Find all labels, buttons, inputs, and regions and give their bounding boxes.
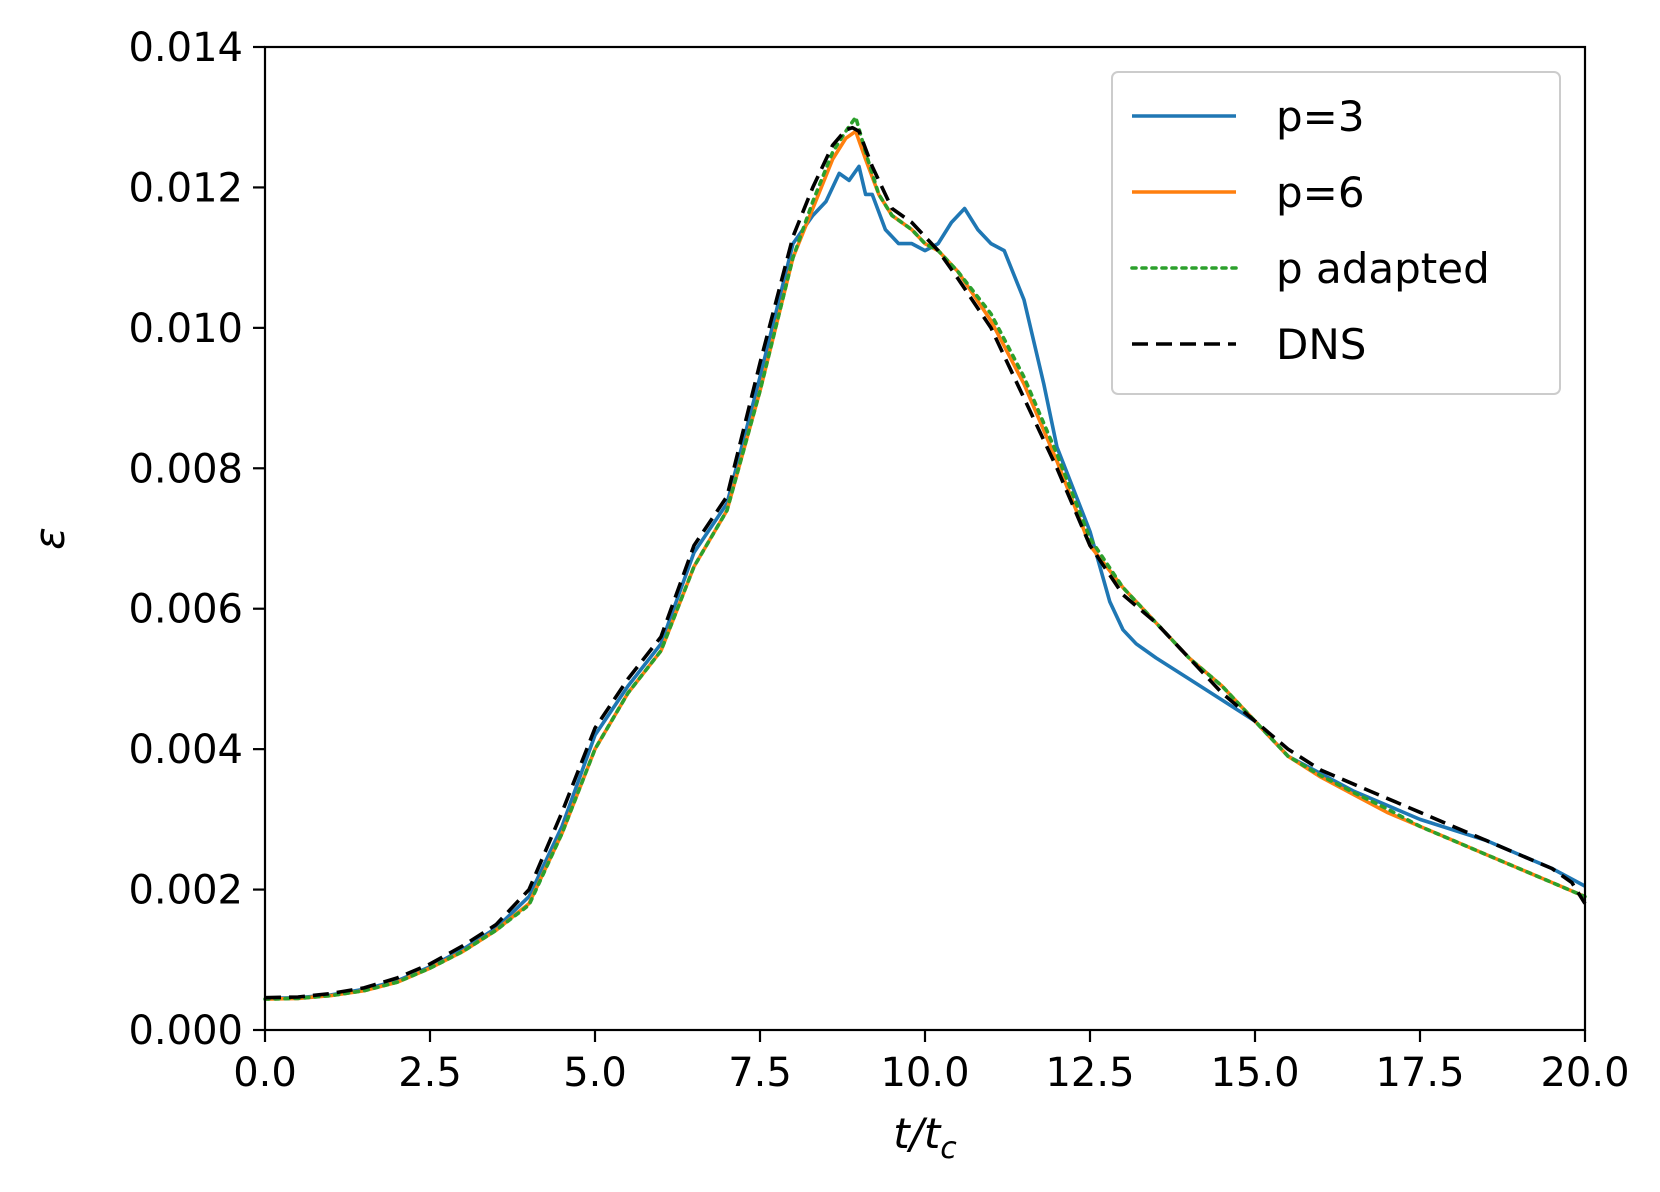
x-axis-label-main: t/t [893,1109,942,1158]
x-tick-label: 10.0 [880,1050,969,1096]
y-tick-label: 0.002 [128,868,243,914]
y-tick-label: 0.010 [128,306,243,352]
series-line-p-adapted [263,115,1587,1001]
legend-items: p=3 p=6 p adapted DNS [1130,92,1490,369]
legend-label: p adapted [1276,244,1490,293]
series-line-dns [264,125,1587,1000]
y-tick-label: 0.004 [128,727,243,773]
x-axis-label: t/tc [893,1109,957,1166]
y-tick-label: 0.006 [128,587,243,633]
x-tick-label: 12.5 [1045,1050,1134,1096]
x-tick-label: 7.5 [728,1050,792,1096]
y-tick-label: 0.000 [128,1008,243,1054]
ticks-layer: 0.0 2.5 5.0 7.5 10.0 12.5 15.0 17.5 20.0 0.000 0.0… [128,25,1629,1096]
x-tick-label: 15.0 [1210,1050,1299,1096]
y-tick-label: 0.012 [128,165,243,211]
x-tick-label: 2.5 [398,1050,462,1096]
series-layer [263,115,1587,1001]
legend-label: DNS [1276,320,1366,369]
legend-box [1111,71,1561,395]
x-axis-label-subscript: c [940,1131,957,1166]
y-tick-label: 0.008 [128,446,243,492]
legend-label: p=3 [1276,92,1365,141]
x-tick-label: 20.0 [1540,1050,1629,1096]
legend: p=3 p=6 p adapted DNS [1111,71,1561,395]
x-tick-label: 17.5 [1375,1050,1464,1096]
x-tick-label: 0.0 [233,1050,297,1096]
x-tick-label: 5.0 [563,1050,627,1096]
y-tick-label: 0.014 [128,25,243,71]
legend-label: p=6 [1276,168,1365,217]
y-axis-label: ε [25,527,74,550]
